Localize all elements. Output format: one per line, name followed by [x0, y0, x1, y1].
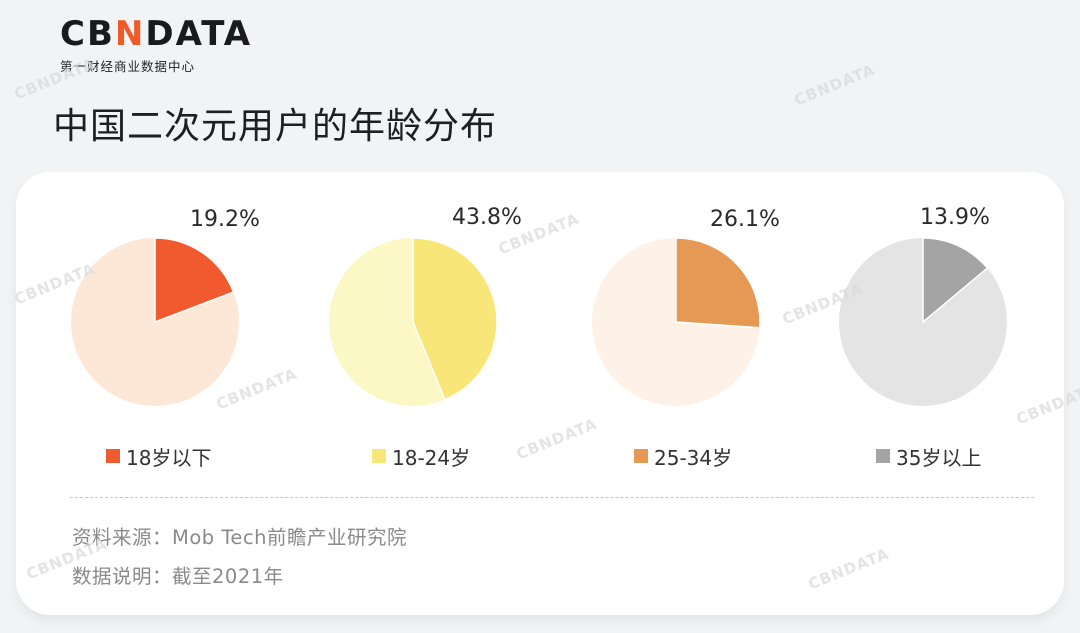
legend-item-25-34: 25-34岁 [634, 443, 733, 470]
logo-suffix: DATA [145, 14, 253, 54]
pie-slice-25-34 [675, 237, 761, 329]
source-note: 资料来源：Mob Tech前瞻产业研究院 [72, 526, 408, 549]
pie-slice-under18 [154, 237, 235, 324]
legend-label: 35岁以上 [896, 445, 982, 470]
legend-item-under18: 18岁以下 [106, 443, 212, 470]
legend-swatch [106, 449, 120, 463]
legend-swatch [372, 449, 386, 463]
logo-prefix: CB [60, 14, 115, 54]
logo-wordmark: CBNDATA [60, 14, 252, 54]
legend-item-35plus: 35岁以上 [876, 443, 982, 470]
divider [70, 497, 1034, 498]
cbndata-logo: CBNDATA 第一财经商业数据中心 [60, 14, 252, 75]
legend-item-18-24: 18-24岁 [372, 443, 471, 470]
pie-label-18-24: 43.8% [452, 205, 522, 230]
logo-n: N [114, 14, 146, 54]
legend-swatch [876, 449, 890, 463]
logo-subtitle: 第一财经商业数据中心 [60, 59, 196, 74]
pie-slice-18-24 [412, 237, 498, 401]
pie-label-25-34: 26.1% [710, 207, 780, 232]
legend-label: 18-24岁 [392, 445, 471, 470]
pie-label-35plus: 13.9% [920, 205, 990, 230]
pie-label-under18: 19.2% [190, 207, 260, 232]
data-note: 数据说明：截至2021年 [72, 565, 284, 588]
legend-label: 25-34岁 [654, 445, 733, 470]
chart-title: 中国二次元用户的年龄分布 [53, 106, 498, 147]
legend-label: 18岁以下 [126, 445, 212, 470]
pie-slice-35plus [922, 237, 989, 324]
legend-swatch [634, 449, 648, 463]
